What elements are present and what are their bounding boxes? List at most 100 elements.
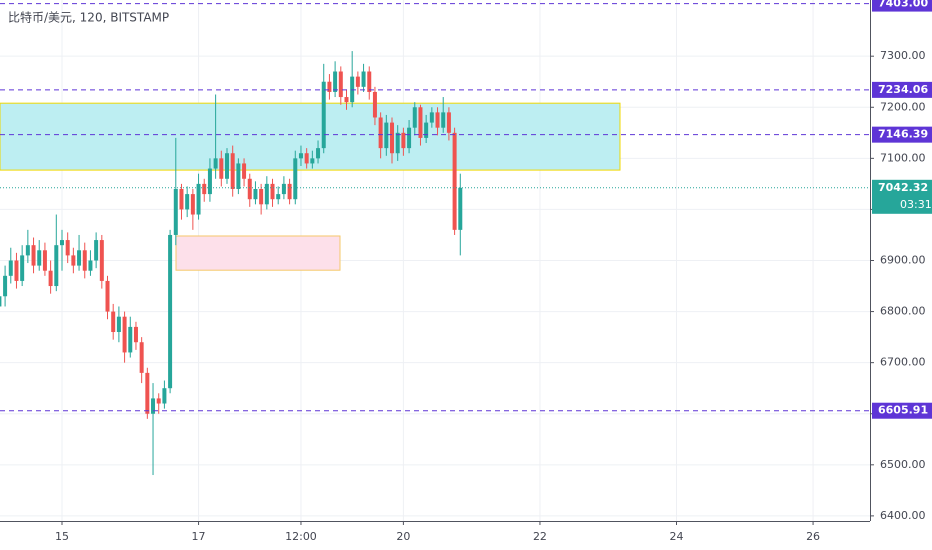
candle-body — [236, 163, 241, 189]
x-tick-label: 17 — [192, 530, 206, 543]
candle-body — [247, 178, 252, 200]
level-label-bg — [872, 81, 932, 98]
candle-body — [168, 234, 173, 389]
candle-body — [133, 326, 138, 343]
candle-body — [196, 183, 201, 215]
candle-body — [384, 122, 389, 149]
candle-body — [458, 187, 463, 230]
candle-body — [139, 342, 144, 373]
y-tick-label: 6500.00 — [880, 458, 926, 471]
candle-body — [361, 71, 366, 87]
candle-body — [242, 163, 247, 179]
candle-body — [395, 132, 400, 154]
level-label-bg — [872, 402, 932, 419]
candle-body — [94, 240, 99, 261]
candle-body — [264, 183, 269, 205]
candle-body — [20, 255, 25, 281]
candle-body — [225, 153, 229, 179]
candle-body — [304, 153, 309, 164]
level-label-bg — [872, 126, 932, 143]
zone — [175, 235, 341, 271]
x-tick-label: 12:00 — [285, 530, 317, 543]
candle-body — [77, 250, 82, 266]
candle-body — [338, 71, 343, 98]
candle-body — [333, 71, 338, 92]
countdown: 03:31 — [900, 198, 932, 211]
candle-body — [310, 158, 315, 164]
candle-body — [37, 250, 42, 266]
candle-body — [390, 122, 395, 154]
candle-body — [281, 183, 286, 195]
x-tick-label: 24 — [670, 530, 684, 543]
candle-body — [25, 245, 30, 256]
candle-body — [65, 240, 70, 256]
candle-body — [327, 81, 332, 92]
level-label: 6605.91 — [878, 404, 928, 417]
candle-body — [105, 280, 110, 312]
candle-body — [48, 270, 53, 287]
candle-body — [316, 148, 321, 159]
candle-body — [213, 158, 218, 169]
level-label-bg — [872, 0, 932, 12]
candle-body — [82, 250, 87, 271]
x-tick-label: 22 — [533, 530, 547, 543]
candle-body — [99, 240, 104, 281]
y-tick-label: 7300.00 — [880, 49, 926, 62]
candle-body — [401, 132, 406, 149]
y-tick-label: 6400.00 — [880, 509, 926, 522]
candle-body — [128, 326, 133, 353]
candle-body — [122, 316, 127, 353]
candle-body — [111, 311, 116, 333]
candle-body — [151, 398, 156, 414]
last-price-label: 7042.32 — [878, 181, 928, 194]
candle-body — [287, 183, 292, 200]
candle-body — [3, 275, 8, 297]
candle-body — [378, 117, 383, 149]
candle-body — [116, 316, 121, 333]
candle-body — [71, 255, 76, 266]
candle-body — [270, 183, 275, 200]
candle-body — [367, 71, 372, 92]
candle-body — [88, 260, 93, 271]
y-tick-label: 6800.00 — [880, 305, 926, 318]
level-label: 7234.06 — [878, 83, 928, 96]
candle-body — [372, 91, 377, 118]
candle-body — [207, 168, 212, 195]
candle-body — [0, 296, 2, 307]
candle-body — [54, 245, 59, 287]
chart-title: 比特币/美元, 120, BITSTAMP — [8, 10, 169, 25]
candle-body — [173, 188, 178, 235]
candle-body — [298, 153, 303, 159]
time-axis — [0, 521, 932, 550]
y-tick-label: 6700.00 — [880, 356, 926, 369]
candle-body — [156, 398, 161, 404]
y-tick-label: 7200.00 — [880, 100, 926, 113]
candle-body — [344, 97, 349, 103]
candle-body — [145, 372, 150, 414]
candle-body — [424, 122, 429, 138]
y-tick-label: 6900.00 — [880, 254, 926, 267]
candle-body — [31, 245, 36, 266]
candle-body — [59, 240, 64, 246]
candle-body — [452, 132, 457, 230]
x-tick-label: 26 — [806, 530, 820, 543]
candle-body — [162, 388, 167, 404]
candle-body — [202, 183, 207, 195]
candle-body — [293, 158, 298, 200]
candle-body — [355, 76, 360, 87]
candle-body — [441, 112, 446, 128]
candle-body — [14, 260, 19, 281]
candle-body — [179, 188, 184, 210]
candle-body — [407, 127, 412, 149]
candle-body — [418, 107, 423, 138]
candle-body — [253, 188, 258, 200]
candle-body — [435, 112, 440, 128]
candle-body — [42, 250, 47, 271]
candle-body — [276, 194, 281, 200]
zone — [0, 102, 621, 171]
y-tick-label: 7100.00 — [880, 151, 926, 164]
candle-body — [412, 107, 417, 128]
candle-body — [429, 112, 434, 123]
x-tick-label: 15 — [55, 530, 69, 543]
